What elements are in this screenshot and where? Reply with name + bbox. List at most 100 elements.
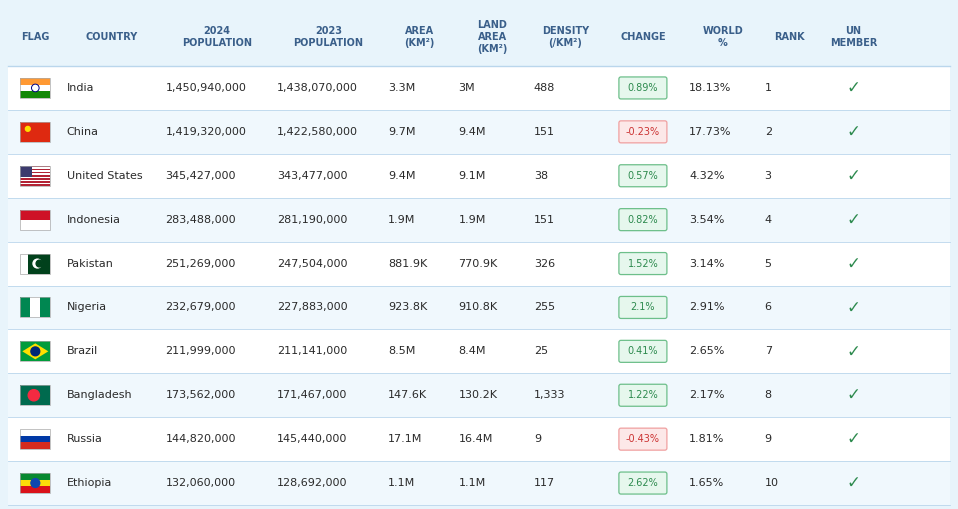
Text: DENSITY
(/KM²): DENSITY (/KM²): [541, 26, 589, 48]
Text: 2.17%: 2.17%: [690, 390, 725, 400]
Text: CHANGE: CHANGE: [620, 32, 666, 42]
Text: 255: 255: [534, 302, 555, 313]
Bar: [40, 297, 51, 318]
Circle shape: [31, 347, 39, 356]
Text: 9.7M: 9.7M: [388, 127, 416, 137]
Text: 1.52%: 1.52%: [627, 259, 658, 269]
Text: 151: 151: [534, 127, 555, 137]
Bar: [20, 183, 51, 184]
Text: ✓: ✓: [847, 343, 860, 360]
Text: WORLD
%: WORLD %: [702, 26, 743, 48]
Bar: [20, 429, 51, 449]
Bar: [20, 473, 51, 493]
Bar: [8, 286, 950, 329]
Text: 1,438,070,000: 1,438,070,000: [277, 83, 357, 93]
Bar: [20, 178, 51, 180]
Bar: [20, 436, 51, 442]
Text: 2.1%: 2.1%: [630, 302, 655, 313]
Text: Brazil: Brazil: [67, 346, 98, 356]
Text: 1,450,940,000: 1,450,940,000: [166, 83, 246, 93]
Text: 171,467,000: 171,467,000: [277, 390, 347, 400]
FancyBboxPatch shape: [619, 384, 667, 406]
Bar: [8, 417, 950, 461]
Text: ✓: ✓: [847, 386, 860, 404]
Bar: [20, 385, 51, 405]
Text: ✓: ✓: [847, 167, 860, 185]
Text: 345,427,000: 345,427,000: [166, 171, 236, 181]
Text: 132,060,000: 132,060,000: [166, 478, 236, 488]
Bar: [20, 122, 51, 142]
Text: China: China: [67, 127, 99, 137]
Text: 1.9M: 1.9M: [459, 215, 486, 224]
Text: Pakistan: Pakistan: [67, 259, 113, 269]
Text: 2023
POPULATION: 2023 POPULATION: [293, 26, 363, 48]
Text: Indonesia: Indonesia: [67, 215, 121, 224]
Text: 251,269,000: 251,269,000: [166, 259, 236, 269]
Text: 8.4M: 8.4M: [459, 346, 486, 356]
Text: 9: 9: [534, 434, 541, 444]
Text: India: India: [67, 83, 94, 93]
Bar: [20, 78, 51, 84]
FancyBboxPatch shape: [619, 121, 667, 143]
Text: ✓: ✓: [847, 254, 860, 272]
Bar: [20, 429, 51, 436]
Text: 147.6K: 147.6K: [388, 390, 427, 400]
Text: ✓: ✓: [847, 123, 860, 141]
Text: 9.4M: 9.4M: [459, 127, 486, 137]
Text: ✓: ✓: [847, 211, 860, 229]
Text: 0.57%: 0.57%: [627, 171, 658, 181]
Text: 2.91%: 2.91%: [690, 302, 725, 313]
Circle shape: [33, 86, 38, 91]
Bar: [20, 385, 51, 405]
Bar: [20, 166, 51, 167]
Bar: [20, 167, 51, 169]
Bar: [20, 297, 51, 318]
FancyBboxPatch shape: [619, 165, 667, 187]
Text: 923.8K: 923.8K: [388, 302, 427, 313]
Text: 9: 9: [764, 434, 772, 444]
Text: -0.23%: -0.23%: [626, 127, 660, 137]
Bar: [20, 91, 51, 98]
Bar: [20, 180, 51, 181]
Bar: [8, 110, 950, 154]
Text: 151: 151: [534, 215, 555, 224]
Bar: [20, 342, 51, 361]
Text: COUNTRY: COUNTRY: [86, 32, 138, 42]
FancyBboxPatch shape: [619, 252, 667, 274]
Bar: [20, 210, 51, 230]
Text: 4: 4: [764, 215, 772, 224]
FancyBboxPatch shape: [619, 77, 667, 99]
Bar: [20, 175, 51, 177]
Bar: [8, 66, 950, 110]
Bar: [8, 329, 950, 373]
Text: 8.5M: 8.5M: [388, 346, 415, 356]
FancyBboxPatch shape: [619, 428, 667, 450]
Text: RANK: RANK: [775, 32, 805, 42]
Bar: [20, 479, 51, 487]
Text: United States: United States: [67, 171, 142, 181]
Bar: [20, 122, 51, 142]
Text: 173,562,000: 173,562,000: [166, 390, 236, 400]
Text: UN
MEMBER: UN MEMBER: [830, 26, 878, 48]
Text: 2.62%: 2.62%: [627, 478, 658, 488]
Bar: [20, 174, 51, 175]
Bar: [20, 177, 51, 178]
Text: 25: 25: [534, 346, 548, 356]
Text: 227,883,000: 227,883,000: [277, 302, 348, 313]
Text: 1.1M: 1.1M: [459, 478, 486, 488]
Bar: [20, 184, 51, 186]
Text: 1: 1: [764, 83, 771, 93]
Text: 3.14%: 3.14%: [690, 259, 724, 269]
Bar: [20, 253, 28, 273]
Text: 1,422,580,000: 1,422,580,000: [277, 127, 357, 137]
Text: 128,692,000: 128,692,000: [277, 478, 347, 488]
Text: AREA
(KM²): AREA (KM²): [404, 26, 434, 48]
Text: 38: 38: [534, 171, 548, 181]
Text: 3M: 3M: [459, 83, 475, 93]
Text: 283,488,000: 283,488,000: [166, 215, 237, 224]
Text: 1,419,320,000: 1,419,320,000: [166, 127, 246, 137]
Bar: [20, 297, 31, 318]
Circle shape: [26, 126, 31, 131]
Text: ✓: ✓: [847, 79, 860, 97]
Text: 130.2K: 130.2K: [459, 390, 497, 400]
